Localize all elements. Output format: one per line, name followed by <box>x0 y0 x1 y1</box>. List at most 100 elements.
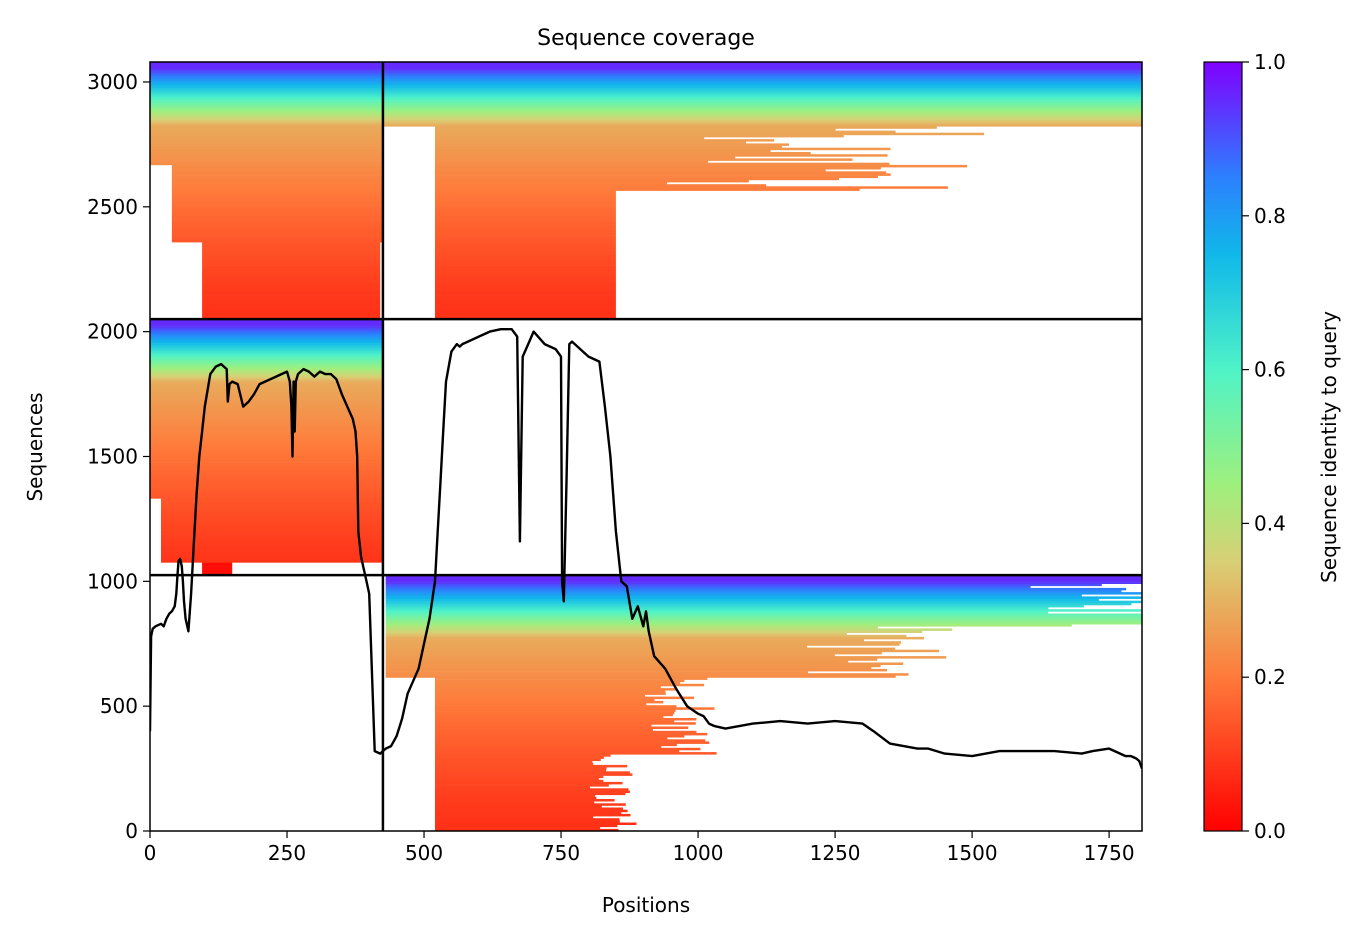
msa-row <box>382 92 1142 95</box>
msa-row <box>150 477 383 480</box>
msa-row <box>435 175 878 179</box>
msa-row <box>150 66 383 69</box>
x-axis-label: Positions <box>602 893 690 917</box>
msa-row <box>171 239 383 243</box>
msa-row <box>385 630 923 633</box>
msa-row <box>435 274 616 277</box>
msa-row <box>150 338 383 341</box>
msa-row <box>202 562 233 565</box>
msa-row <box>435 769 607 772</box>
msa-block <box>385 575 1142 831</box>
msa-row <box>435 692 666 695</box>
msa-row <box>150 472 383 476</box>
msa-row <box>150 162 383 166</box>
msa-row <box>171 197 383 200</box>
msa-row <box>435 212 616 215</box>
msa-row <box>171 209 383 213</box>
msa-row <box>382 68 1142 71</box>
msa-row <box>435 801 595 804</box>
msa-row <box>435 726 689 729</box>
msa-row <box>385 602 1132 606</box>
msa-row <box>202 265 381 269</box>
msa-row <box>150 423 383 427</box>
msa-row <box>435 312 616 316</box>
msa-row <box>150 126 383 129</box>
plot-frame <box>149 61 1143 832</box>
msa-row <box>150 332 383 335</box>
msa-row <box>435 205 616 209</box>
msa-row <box>150 113 383 116</box>
msa-row <box>435 224 616 228</box>
msa-row <box>435 720 675 723</box>
msa-row <box>171 169 383 172</box>
msa-row <box>435 267 616 271</box>
msa-row <box>435 269 616 273</box>
msa-row <box>382 107 1142 110</box>
msa-row <box>150 74 383 78</box>
msa-row <box>202 284 381 288</box>
msa-row <box>435 194 616 198</box>
msa-row <box>385 577 1142 580</box>
msa-row <box>385 660 849 663</box>
msa-row <box>150 415 383 418</box>
msa-row <box>202 254 381 258</box>
msa-row <box>150 130 383 134</box>
msa-row <box>150 419 383 422</box>
msa-row <box>150 141 383 144</box>
msa-row <box>435 709 676 712</box>
msa-row <box>382 102 1142 106</box>
msa-row <box>150 336 383 339</box>
msa-row <box>435 683 705 687</box>
msa-row <box>435 259 616 262</box>
y-axis-label: Sequences <box>23 392 47 501</box>
msa-row <box>150 334 383 337</box>
msa-row <box>435 254 616 258</box>
msa-row <box>435 796 597 800</box>
msa-row <box>385 617 1142 621</box>
msa-row <box>150 349 383 352</box>
msa-row <box>150 366 383 369</box>
msa-row <box>161 538 383 542</box>
msa-row <box>382 77 1142 80</box>
msa-row <box>150 115 383 119</box>
msa-row <box>435 216 616 219</box>
msa-row <box>150 438 383 442</box>
msa-row <box>435 747 701 751</box>
msa-row <box>150 376 383 380</box>
msa-row <box>171 218 383 221</box>
msa-row <box>161 558 383 561</box>
msa-row <box>150 445 383 448</box>
msa-row <box>171 216 383 219</box>
msa-row <box>161 541 383 544</box>
msa-row <box>171 173 383 176</box>
msa-row <box>435 287 616 290</box>
msa-row <box>171 194 383 198</box>
msa-row <box>385 575 1142 578</box>
msa-row <box>382 70 1142 74</box>
msa-row <box>150 132 383 136</box>
msa-row <box>385 664 881 668</box>
msa-row <box>202 295 381 299</box>
msa-blocks <box>150 62 1142 831</box>
msa-row <box>171 222 383 226</box>
msa-row <box>435 308 616 311</box>
msa-row <box>150 408 383 412</box>
x-tick-label: 1000 <box>673 841 724 865</box>
msa-row <box>435 722 696 725</box>
msa-row <box>435 752 717 755</box>
x-axis: 0 250 500 750 1000 1250 1500 1750 <box>144 831 1135 865</box>
msa-block <box>382 62 1142 320</box>
msa-row <box>171 229 383 232</box>
msa-row <box>435 771 630 774</box>
msa-row <box>150 89 383 93</box>
msa-row <box>385 675 896 678</box>
msa-row <box>435 310 616 314</box>
msa-row <box>150 319 383 322</box>
msa-row <box>435 681 681 685</box>
msa-row <box>435 252 616 256</box>
msa-row <box>150 434 383 437</box>
msa-row <box>385 611 1049 614</box>
msa-row <box>150 147 383 151</box>
msa-row <box>382 72 1142 76</box>
